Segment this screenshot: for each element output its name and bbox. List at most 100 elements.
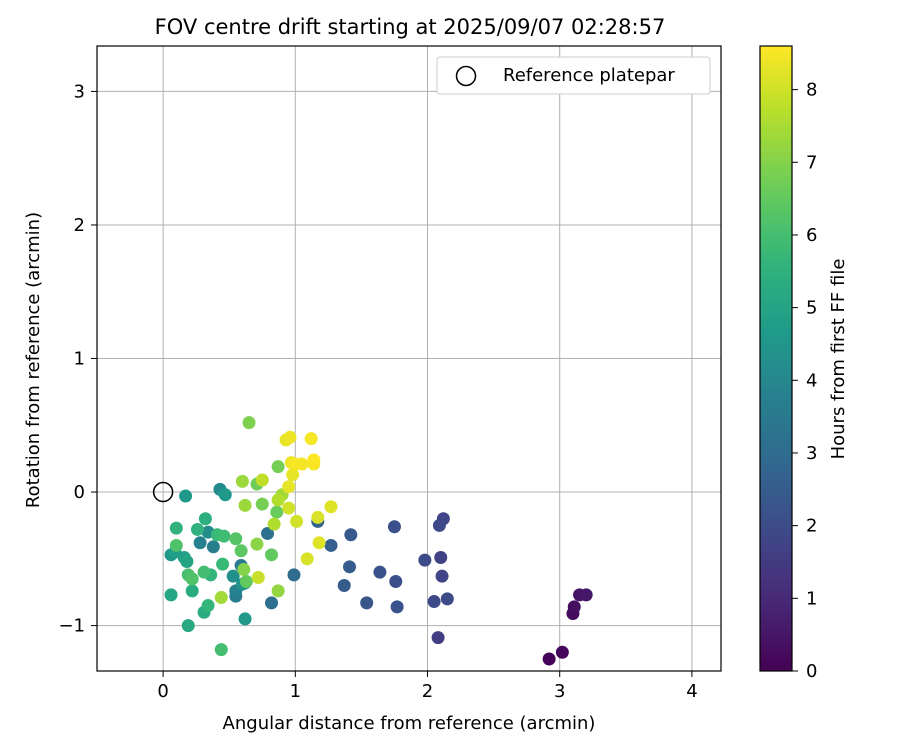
data-point — [304, 432, 318, 446]
data-point — [343, 560, 357, 574]
data-point — [193, 536, 207, 550]
data-point — [287, 568, 301, 582]
data-point — [239, 575, 253, 589]
data-point — [387, 520, 401, 534]
data-point — [229, 532, 243, 546]
x-tick-label: 2 — [422, 681, 433, 702]
data-point — [418, 553, 432, 567]
legend: Reference platepar — [436, 56, 711, 95]
legend-marker-reference — [455, 65, 477, 87]
plot-frame — [96, 45, 722, 672]
y-tick-label: 3 — [74, 81, 85, 102]
data-point — [555, 645, 569, 659]
data-points — [164, 416, 593, 666]
data-point — [216, 557, 230, 571]
data-point — [373, 565, 387, 579]
data-point — [311, 510, 325, 524]
colorbar-tick-label: 8 — [806, 80, 817, 101]
y-tick-label: 2 — [74, 215, 85, 236]
data-point — [295, 457, 309, 471]
data-point — [250, 537, 264, 551]
y-axis-label: Rotation from reference (arcmin) — [23, 212, 44, 508]
data-point — [235, 474, 249, 488]
colorbar-ticks: 0 1 2 3 4 5 6 7 8 — [792, 80, 817, 682]
data-point — [344, 528, 358, 542]
axis-ticks: 0 1 2 3 4 −1 0 1 2 3 — [58, 81, 697, 702]
data-point — [255, 497, 269, 511]
data-point — [214, 643, 228, 657]
colorbar-tick-label: 7 — [806, 152, 817, 173]
colorbar-tick-label: 5 — [806, 298, 817, 319]
data-point — [185, 584, 199, 598]
data-point — [265, 548, 279, 562]
data-point — [271, 493, 285, 507]
colorbar-tick-label: 1 — [806, 588, 817, 609]
x-tick-label: 0 — [157, 681, 168, 702]
data-point — [197, 565, 211, 579]
chart-title: FOV centre drift starting at 2025/09/07 … — [155, 15, 666, 39]
data-point — [434, 550, 448, 564]
data-point — [169, 521, 183, 535]
colorbar-gradient — [759, 45, 793, 672]
data-point — [312, 536, 326, 550]
data-point — [226, 569, 240, 583]
data-point — [324, 500, 338, 514]
data-point — [300, 552, 314, 566]
colorbar-label: Hours from first FF file — [828, 259, 849, 460]
data-point — [282, 480, 296, 494]
data-point — [265, 596, 279, 610]
data-point — [242, 416, 256, 430]
legend-label-reference: Reference platepar — [503, 65, 675, 86]
data-point — [206, 540, 220, 554]
data-point — [261, 526, 275, 540]
colorbar: 0 1 2 3 4 5 6 7 8 Hours from first FF file — [759, 45, 849, 682]
data-point — [271, 460, 285, 474]
data-point — [324, 538, 338, 552]
data-point — [251, 571, 265, 585]
data-point — [181, 619, 195, 633]
data-point — [435, 569, 449, 583]
data-point — [169, 538, 183, 552]
data-point — [389, 575, 403, 589]
data-point — [180, 554, 194, 568]
data-point — [271, 584, 285, 598]
data-point — [234, 544, 248, 558]
data-point — [427, 595, 441, 609]
colorbar-tick-label: 4 — [806, 370, 817, 391]
data-point — [579, 588, 593, 602]
data-point — [307, 453, 321, 467]
data-point — [217, 529, 231, 543]
data-point — [440, 592, 454, 606]
data-point — [267, 517, 281, 531]
data-point — [201, 599, 215, 613]
reference-platepar-marker — [152, 481, 174, 503]
data-point — [179, 489, 193, 503]
legend-box — [436, 56, 711, 95]
data-point — [337, 579, 351, 593]
data-point — [164, 588, 178, 602]
x-tick-label: 1 — [290, 681, 301, 702]
data-point — [255, 473, 269, 487]
data-point — [360, 596, 374, 610]
data-point — [238, 612, 252, 626]
x-tick-label: 3 — [554, 681, 565, 702]
y-tick-label: 0 — [74, 482, 85, 503]
data-point — [567, 600, 581, 614]
reference-marker-layer — [152, 481, 174, 503]
colorbar-tick-label: 2 — [806, 516, 817, 537]
data-point — [218, 488, 232, 502]
colorbar-tick-label: 3 — [806, 443, 817, 464]
y-tick-label: −1 — [58, 616, 85, 637]
data-point — [542, 652, 556, 666]
data-point — [237, 563, 251, 577]
data-point — [390, 600, 404, 614]
data-point — [431, 631, 445, 645]
x-tick-label: 4 — [686, 681, 697, 702]
data-point — [286, 468, 300, 482]
data-point — [214, 591, 228, 605]
data-point — [190, 522, 204, 536]
data-point — [432, 518, 446, 532]
colorbar-tick-label: 6 — [806, 225, 817, 246]
